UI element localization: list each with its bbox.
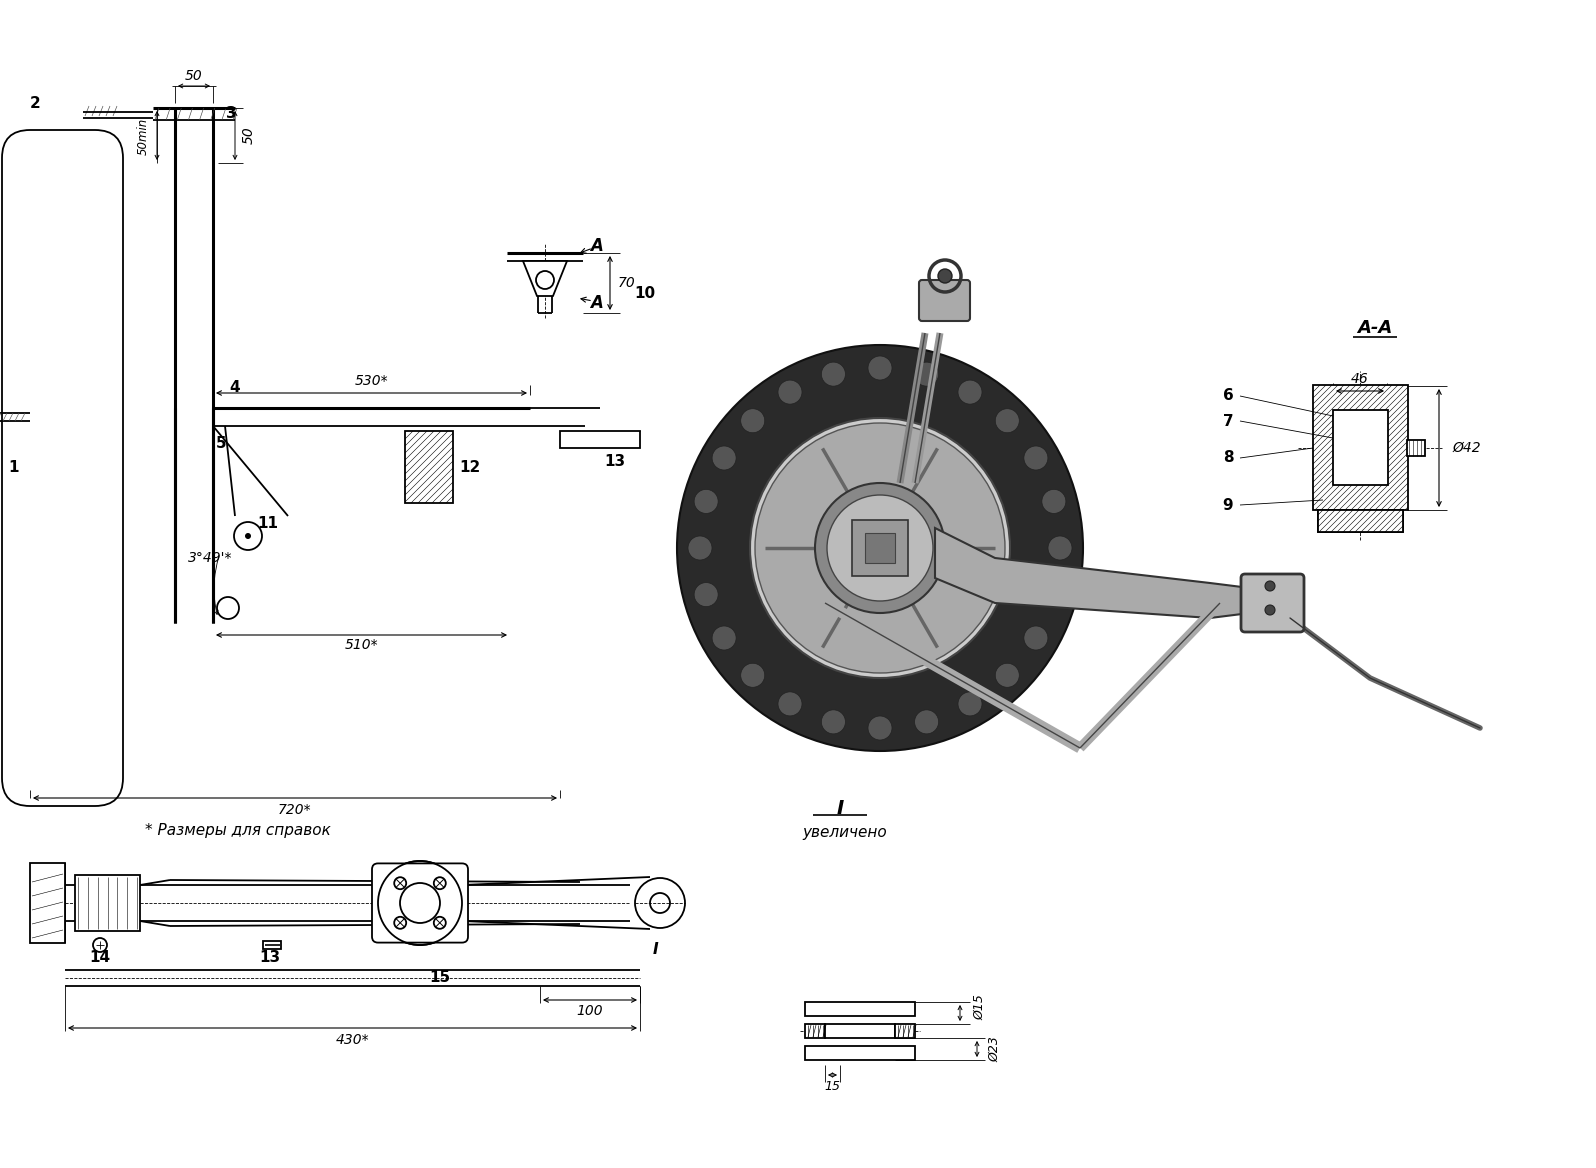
- Circle shape: [1042, 489, 1066, 514]
- Text: 10: 10: [635, 285, 656, 300]
- Text: 15: 15: [824, 1080, 839, 1093]
- Bar: [1314, 385, 1408, 510]
- Text: 50: 50: [185, 69, 203, 83]
- Text: A: A: [591, 237, 603, 255]
- Bar: [865, 533, 895, 563]
- Text: 13: 13: [260, 951, 281, 966]
- Text: 7: 7: [1223, 413, 1234, 429]
- Circle shape: [915, 710, 938, 734]
- Bar: [405, 431, 453, 503]
- Text: 50min: 50min: [137, 117, 150, 154]
- Text: 70: 70: [618, 276, 635, 290]
- Circle shape: [958, 691, 982, 716]
- Text: 9: 9: [1223, 498, 1234, 513]
- Text: 15: 15: [429, 971, 450, 986]
- Circle shape: [1049, 536, 1073, 559]
- Polygon shape: [523, 260, 567, 296]
- Text: 50: 50: [243, 126, 255, 144]
- Circle shape: [827, 495, 934, 602]
- Bar: [1408, 440, 1425, 456]
- Circle shape: [1042, 583, 1066, 606]
- Text: 100: 100: [576, 1004, 603, 1018]
- Text: 14: 14: [89, 951, 110, 966]
- FancyBboxPatch shape: [919, 280, 970, 321]
- Circle shape: [246, 533, 251, 538]
- Circle shape: [822, 362, 846, 387]
- Bar: [804, 1047, 915, 1061]
- Bar: [804, 1002, 915, 1016]
- Bar: [895, 1024, 915, 1038]
- Circle shape: [1025, 626, 1049, 651]
- Text: 4: 4: [230, 381, 241, 396]
- Text: 8: 8: [1223, 451, 1234, 466]
- Bar: [804, 1024, 825, 1038]
- Circle shape: [868, 716, 892, 741]
- Bar: [75, 875, 140, 931]
- Text: A-A: A-A: [1357, 319, 1393, 338]
- Circle shape: [712, 626, 736, 651]
- FancyBboxPatch shape: [1242, 573, 1304, 632]
- Text: I: I: [836, 799, 844, 818]
- Circle shape: [915, 362, 938, 387]
- Text: Ø23: Ø23: [988, 1036, 1002, 1062]
- Text: Ø42: Ø42: [1452, 442, 1481, 456]
- Wedge shape: [677, 345, 1084, 751]
- Text: 720*: 720*: [278, 804, 311, 816]
- Circle shape: [938, 269, 951, 283]
- Circle shape: [777, 691, 803, 716]
- Text: 430*: 430*: [335, 1033, 369, 1047]
- Circle shape: [712, 446, 736, 470]
- Text: увеличено: увеличено: [803, 826, 887, 841]
- Circle shape: [868, 356, 892, 380]
- Bar: [263, 941, 281, 948]
- Circle shape: [755, 423, 1005, 673]
- Bar: [852, 520, 908, 576]
- Circle shape: [996, 409, 1020, 432]
- Text: 530*: 530*: [354, 374, 388, 388]
- Bar: [30, 863, 65, 943]
- Text: 5: 5: [215, 437, 227, 452]
- Text: 1: 1: [8, 460, 19, 475]
- Circle shape: [750, 418, 1010, 677]
- Circle shape: [1025, 446, 1049, 470]
- Circle shape: [694, 489, 718, 514]
- Bar: [825, 1024, 895, 1038]
- Circle shape: [741, 663, 764, 687]
- Bar: [560, 431, 640, 449]
- Circle shape: [1266, 605, 1275, 616]
- Circle shape: [694, 583, 718, 606]
- Text: 3: 3: [225, 105, 236, 120]
- Text: 2: 2: [30, 96, 40, 111]
- Text: 510*: 510*: [345, 638, 378, 652]
- Circle shape: [816, 484, 945, 613]
- Text: 3°49'*: 3°49'*: [188, 551, 233, 565]
- Circle shape: [688, 536, 712, 559]
- Circle shape: [777, 380, 803, 404]
- Text: I: I: [653, 943, 658, 958]
- Circle shape: [996, 663, 1020, 687]
- Bar: [1333, 410, 1389, 485]
- Text: 12: 12: [460, 459, 480, 474]
- FancyBboxPatch shape: [372, 863, 468, 943]
- Circle shape: [958, 380, 982, 404]
- Circle shape: [1266, 580, 1275, 591]
- Text: A: A: [591, 294, 603, 312]
- Bar: [1318, 510, 1403, 531]
- Bar: [1318, 510, 1403, 531]
- Polygon shape: [935, 528, 1250, 618]
- Text: 46: 46: [1352, 371, 1369, 385]
- FancyBboxPatch shape: [2, 130, 123, 806]
- Text: 11: 11: [257, 516, 278, 531]
- Text: 13: 13: [605, 453, 626, 468]
- Circle shape: [741, 409, 764, 432]
- Text: 6: 6: [1223, 389, 1234, 403]
- Circle shape: [822, 710, 846, 734]
- Text: * Размеры для справок: * Размеры для справок: [145, 822, 330, 837]
- Text: Ø15: Ø15: [974, 994, 986, 1020]
